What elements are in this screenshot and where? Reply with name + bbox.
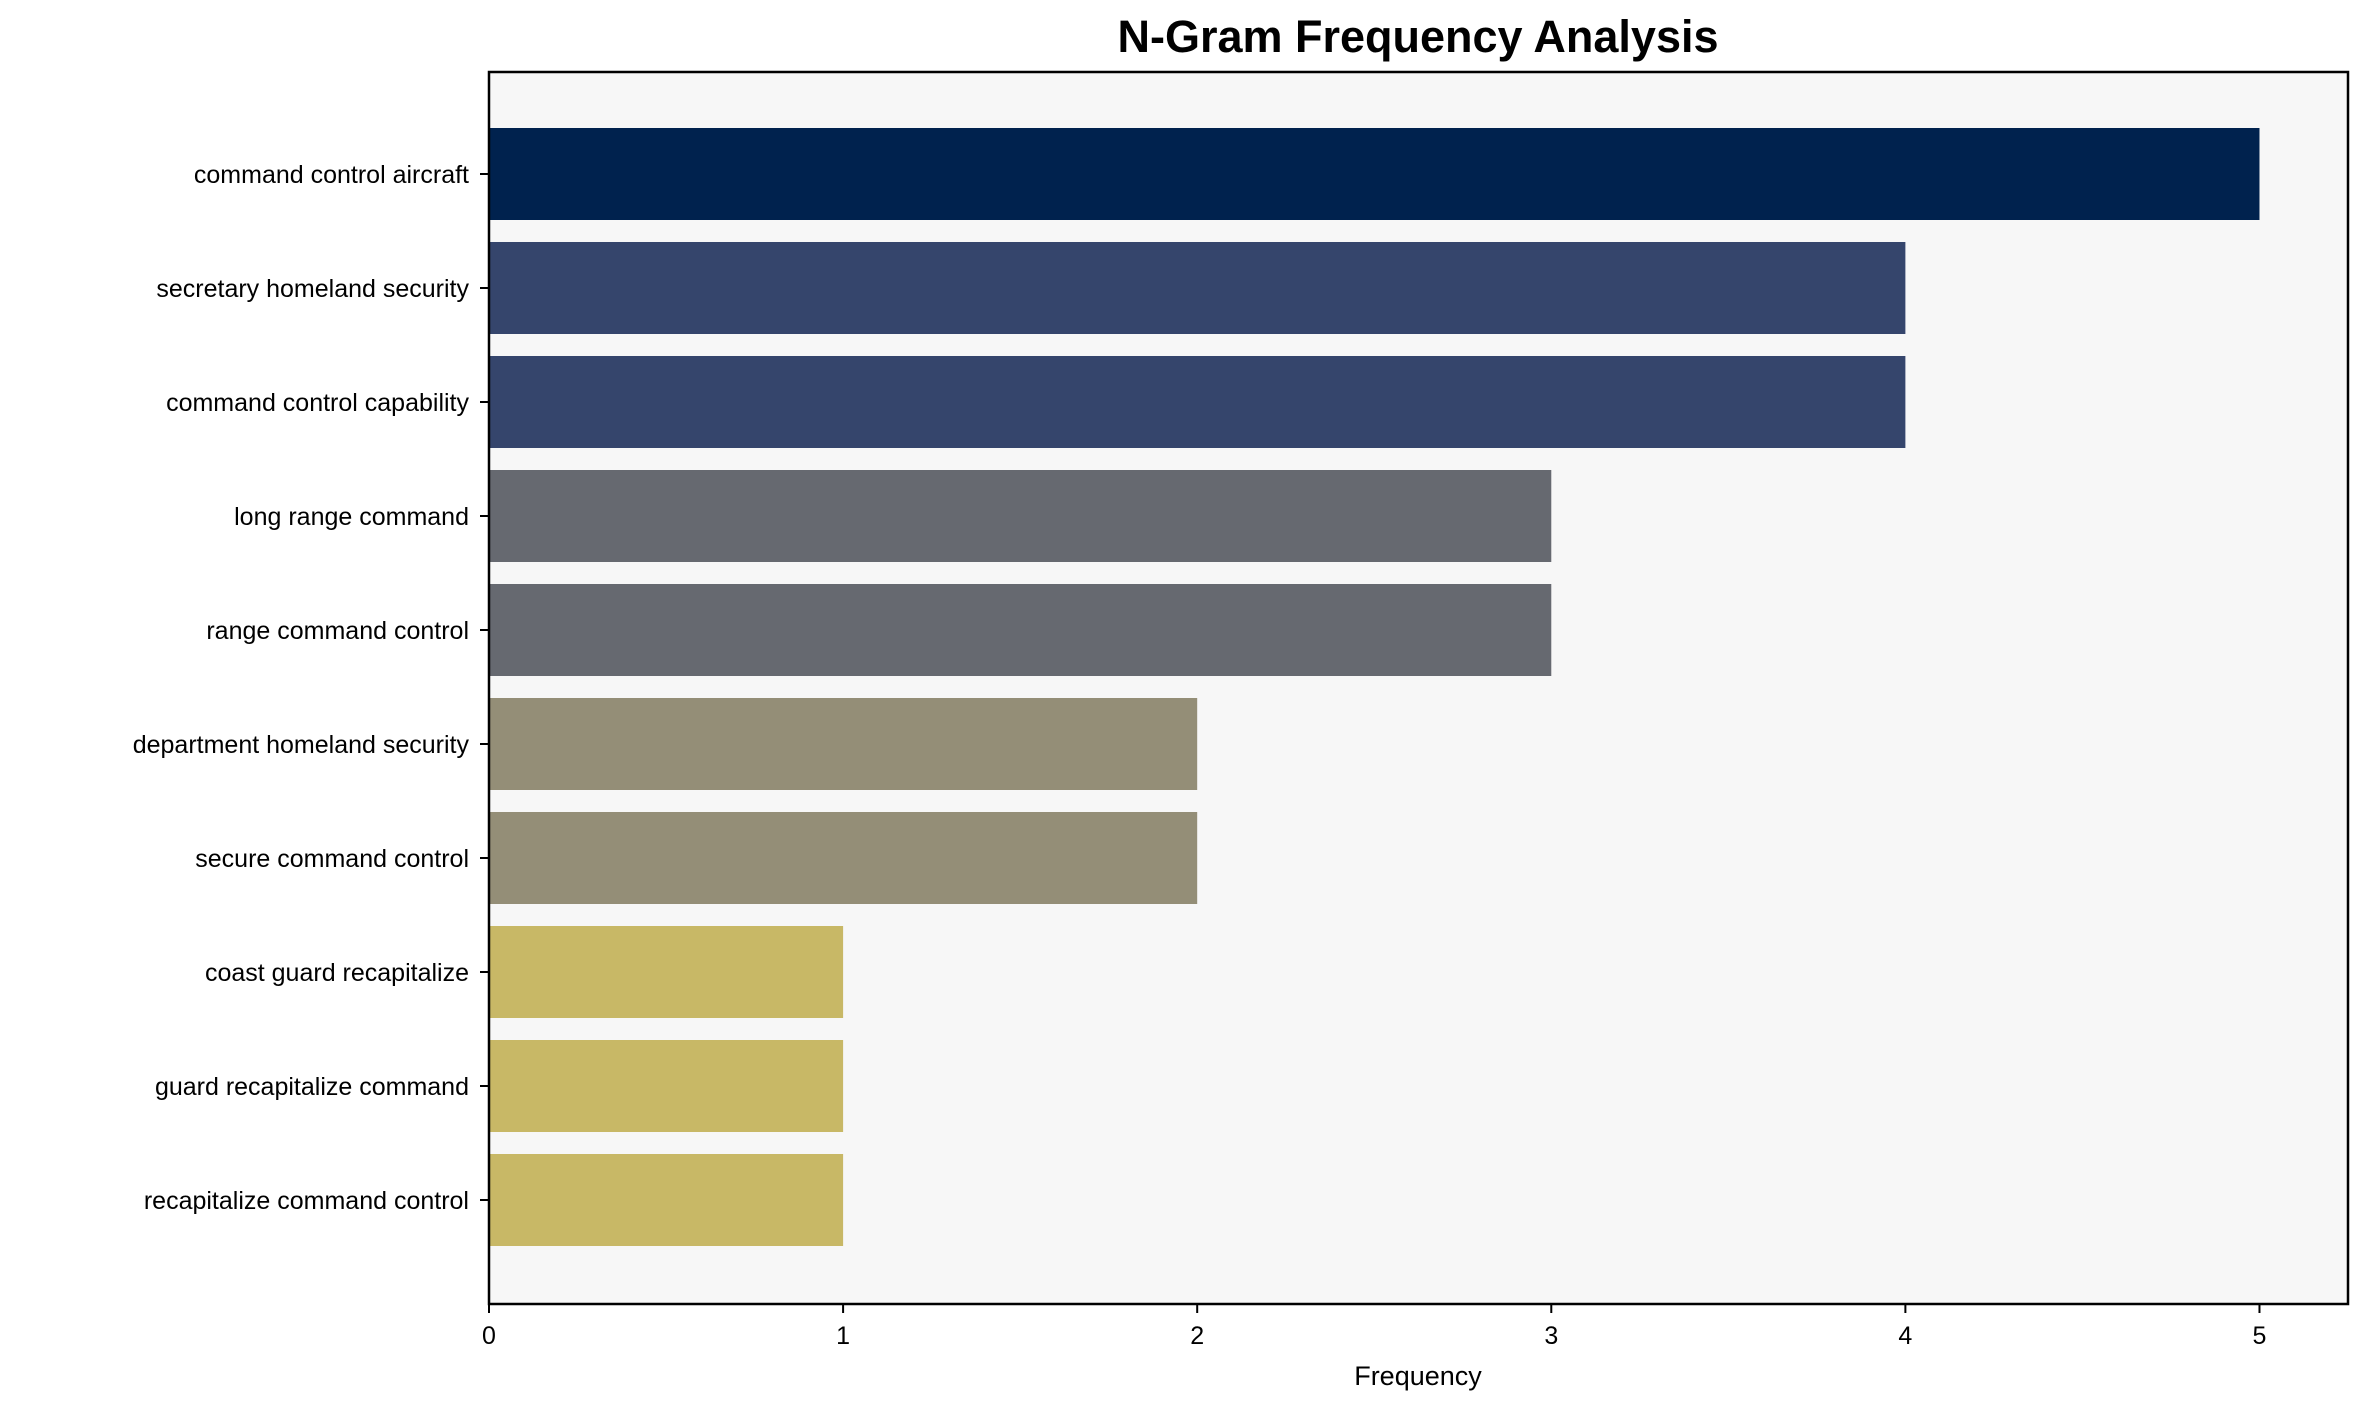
plot-frame [487,70,2350,1306]
y-tick-label: command control aircraft [194,161,469,189]
y-tick-label: guard recapitalize command [155,1073,469,1101]
chart-title: N-Gram Frequency Analysis [1117,11,1718,62]
x-tick-label: 1 [836,1322,850,1350]
bar [489,812,1198,904]
y-tick-label: secure command control [195,845,469,873]
y-tick-label: secretary homeland security [156,275,469,303]
bars [489,128,2260,1246]
y-tick-label: long range command [234,503,469,531]
bar [489,242,1906,334]
bar [489,128,2260,220]
bar [489,584,1552,676]
y-tick-label: coast guard recapitalize [205,959,469,987]
bar [489,356,1906,448]
y-axis: command control aircraft secretary homela… [133,161,489,1215]
x-tick-label: 5 [2253,1322,2267,1350]
y-tick-label: range command control [206,617,469,645]
y-tick-label: command control capability [166,389,469,417]
x-axis-label: Frequency [1354,1361,1482,1391]
bar [489,698,1198,790]
x-tick-label: 2 [1190,1322,1204,1350]
bar [489,1040,844,1132]
x-tick-label: 4 [1898,1322,1912,1350]
bar [489,1154,844,1246]
bar [489,926,844,1018]
x-tick-label: 0 [482,1322,496,1350]
x-axis: 0 1 2 3 4 5 [482,1304,2266,1350]
y-tick-label: recapitalize command control [144,1187,469,1215]
y-tick-label: department homeland security [133,731,470,759]
x-tick-label: 3 [1544,1322,1558,1350]
bar [489,470,1552,562]
